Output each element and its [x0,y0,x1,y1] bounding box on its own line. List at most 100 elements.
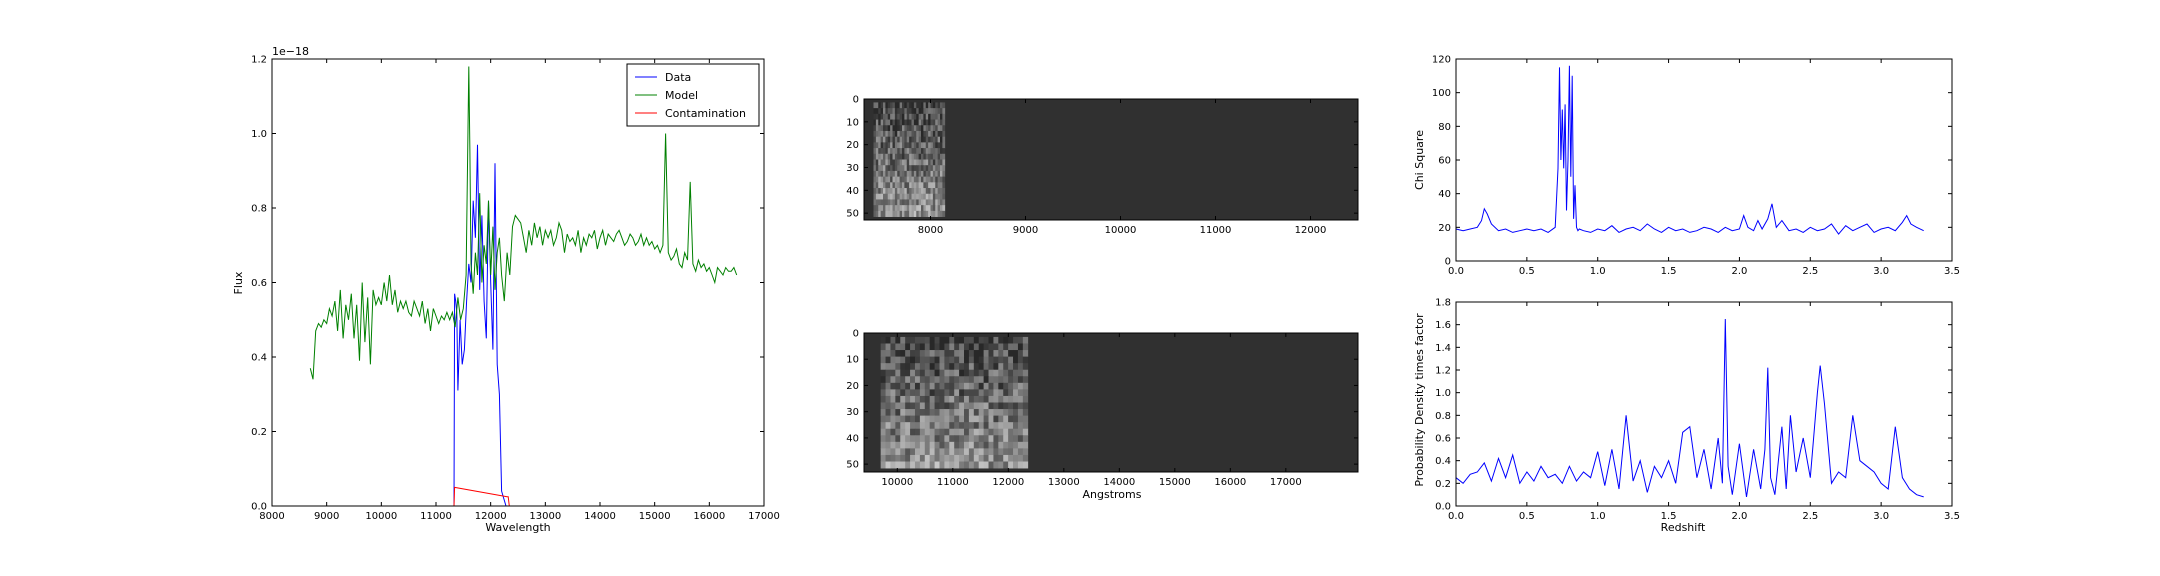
image-pixel [885,435,891,443]
image-pixel [883,136,886,143]
image-bottom-ytick-label: 20 [846,381,859,392]
image-pixel [904,130,908,138]
spectrum-ytick-label: 1.2 [251,55,267,66]
image-pixel [924,395,931,403]
image-pixel [906,176,910,183]
spectrum-xtick-label: 14000 [584,511,616,522]
image-pixel [905,336,911,344]
image-pixel [924,402,931,410]
image-pixel [914,422,921,430]
image-bottom-frame [863,332,1359,473]
image-pixel [942,113,946,120]
image-pixel [890,422,896,430]
image-pixel [935,113,939,120]
image-pixel [892,199,896,206]
image-pixel [890,461,896,469]
image-pixel [906,142,910,149]
image-pixel [929,382,935,390]
image-pixel [998,389,1004,397]
image-pixel [929,363,935,371]
image-pixel [942,125,946,132]
image-pixel [913,113,917,120]
image-pixel [973,343,980,351]
image-pixel [940,102,943,109]
image-pixel [921,136,924,143]
image-pixel [929,395,935,403]
image-pixel [906,148,910,155]
image-pixel [935,188,939,195]
image-pixel [968,336,975,344]
image-pixel [900,402,906,410]
image-pixel [894,159,898,166]
image-pixel [890,148,893,155]
image-pixel [934,343,940,351]
image-pixel [875,159,879,166]
image-pixel [923,125,927,132]
image-pixel [910,422,916,430]
image-pixel [895,461,901,469]
image-pixel [929,461,935,469]
image-pixel [932,130,936,138]
image-pixel [924,382,931,390]
image-pixel [921,142,924,149]
image-pixel [909,136,912,143]
image-pixel [939,441,945,449]
image-pixel [880,363,886,371]
pdf-ylabel: Probability Density times factor [1413,313,1426,487]
image-pixel [993,454,999,462]
image-pixel [939,422,945,430]
image-pixel [998,356,1004,364]
image-pixel [998,454,1004,462]
image-pixel [897,130,901,138]
image-pixel [978,422,985,430]
image-pixel [906,193,910,200]
image-pixel [883,119,886,126]
image-pixel [873,136,877,143]
image-pixel [929,454,935,462]
image-pixel [939,343,945,351]
image-pixel [894,205,898,212]
image-pixel [878,136,882,143]
image-pixel [934,454,940,462]
image-pixel [973,356,980,364]
pdf-ytick-label: 0.0 [1435,502,1451,513]
image-pixel [904,119,908,126]
image-pixel [887,102,891,109]
image-pixel [904,142,908,149]
image-pixel [918,153,922,160]
image-pixel [885,350,891,358]
image-pixel [904,113,908,120]
image-pixel [885,369,891,377]
image-pixel [925,199,929,206]
image-pixel [921,188,924,195]
image-pixel [924,389,931,397]
image-pixel [988,350,994,358]
image-pixel [918,148,922,155]
image-pixel [885,448,891,456]
image-pixel [929,422,935,430]
image-pixel [885,102,889,109]
image-top-ytick-label: 40 [846,186,859,197]
image-pixel [902,113,905,120]
image-pixel [1017,336,1024,344]
image-pixel [954,363,960,371]
image-pixel [880,193,884,200]
image-pixel [880,165,884,172]
image-pixel [921,170,924,178]
image-pixel [897,148,901,155]
image-pixel [880,415,886,423]
image-pixel [954,336,960,344]
image-pixel [935,119,939,126]
image-pixel [949,336,955,344]
image-pixel [954,422,960,430]
image-pixel [978,428,985,436]
image-pixel [905,376,911,384]
image-pixel [904,176,908,183]
image-pixel [895,369,901,377]
image-pixel [925,210,929,217]
image-pixel [925,165,929,172]
image-pixel [993,402,999,410]
image-pixel [1022,356,1029,364]
image-pixel [1013,461,1019,469]
image-pixel [998,428,1004,436]
